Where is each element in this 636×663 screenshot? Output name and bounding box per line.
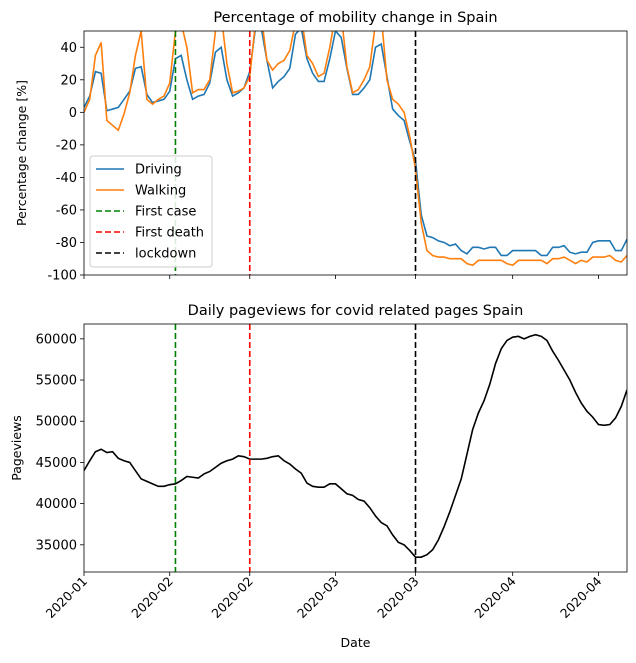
y-tick-label: 35000 [36, 538, 77, 553]
legend-label: Driving [135, 163, 182, 178]
y-axis-label: Percentage change [%] [14, 80, 29, 226]
axes-frame [83, 30, 628, 276]
chart-title: Percentage of mobility change in Spain [213, 10, 497, 26]
series-line [84, 333, 627, 558]
x-tick-label: 2020-03 [294, 574, 342, 622]
x-tick-label: 2020-04 [557, 573, 605, 621]
plot-area [84, 324, 627, 572]
axes-frame [83, 323, 628, 573]
y-tick-label: -80 [56, 236, 77, 251]
y-tick-label: -60 [56, 203, 77, 218]
series-line [84, 31, 627, 267]
legend-box [89, 155, 213, 268]
legend-label: First death [135, 226, 204, 241]
y-tick-label: 60000 [36, 332, 77, 347]
y-tick-label: -100 [47, 269, 77, 284]
x-axis-label: Date [341, 635, 371, 650]
y-tick-label: 50000 [36, 415, 77, 430]
x-tick-label: 2020-02 [128, 574, 176, 622]
legend-label: Walking [135, 184, 186, 199]
y-axis-label: Pageviews [9, 415, 24, 481]
x-tick-label: 2020-03 [374, 574, 422, 622]
x-tick-label: 2020-01 [43, 574, 91, 622]
legend-label: lockdown [135, 247, 196, 262]
y-tick-label: 0 [69, 106, 77, 121]
y-tick-label: 40000 [36, 497, 77, 512]
chart-title: Daily pageviews for covid related pages … [188, 303, 524, 319]
x-tick-label: 2020-04 [471, 573, 519, 621]
y-tick-label: -20 [56, 138, 77, 153]
x-tick-label: 2020-02 [208, 574, 256, 622]
y-tick-label: 40 [60, 41, 77, 56]
y-tick-label: 45000 [36, 456, 77, 471]
legend-label: First case [135, 205, 196, 220]
legend: Driving Walking First case First death lockd… [89, 155, 213, 268]
series-line [84, 31, 627, 257]
y-tick-label: 55000 [36, 374, 77, 389]
y-tick-label: 20 [60, 73, 77, 88]
plot-area [84, 31, 627, 275]
y-tick-label: -40 [56, 171, 77, 186]
